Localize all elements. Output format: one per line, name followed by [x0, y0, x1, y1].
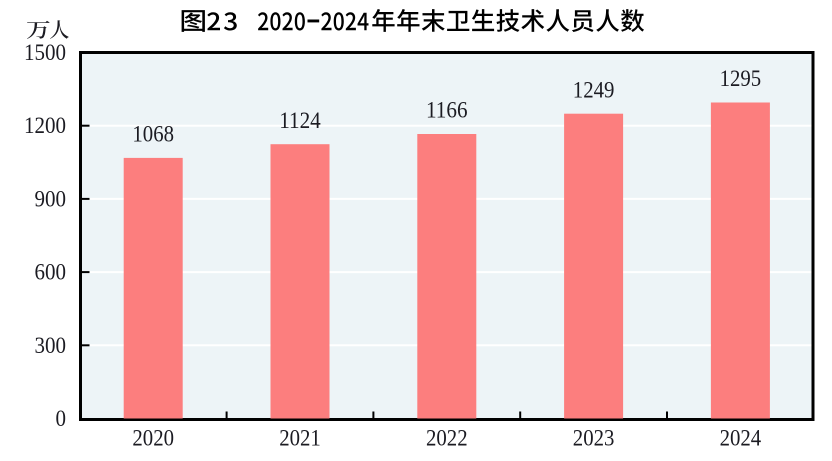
- svg-text:1200: 1200: [24, 113, 66, 138]
- svg-text:1500: 1500: [24, 40, 66, 65]
- svg-text:1124: 1124: [279, 108, 321, 133]
- svg-text:1068: 1068: [132, 122, 174, 147]
- svg-text:0: 0: [56, 406, 67, 431]
- svg-text:900: 900: [35, 186, 67, 211]
- svg-text:1295: 1295: [720, 66, 762, 91]
- svg-text:1166: 1166: [426, 98, 468, 123]
- svg-text:2024: 2024: [720, 425, 762, 450]
- svg-text:2021: 2021: [279, 425, 321, 450]
- svg-text:300: 300: [35, 333, 67, 358]
- svg-text:2022: 2022: [426, 425, 468, 450]
- svg-text:2023: 2023: [573, 425, 615, 450]
- svg-text:2020: 2020: [132, 425, 174, 450]
- svg-text:1249: 1249: [573, 77, 615, 102]
- svg-text:600: 600: [35, 260, 67, 285]
